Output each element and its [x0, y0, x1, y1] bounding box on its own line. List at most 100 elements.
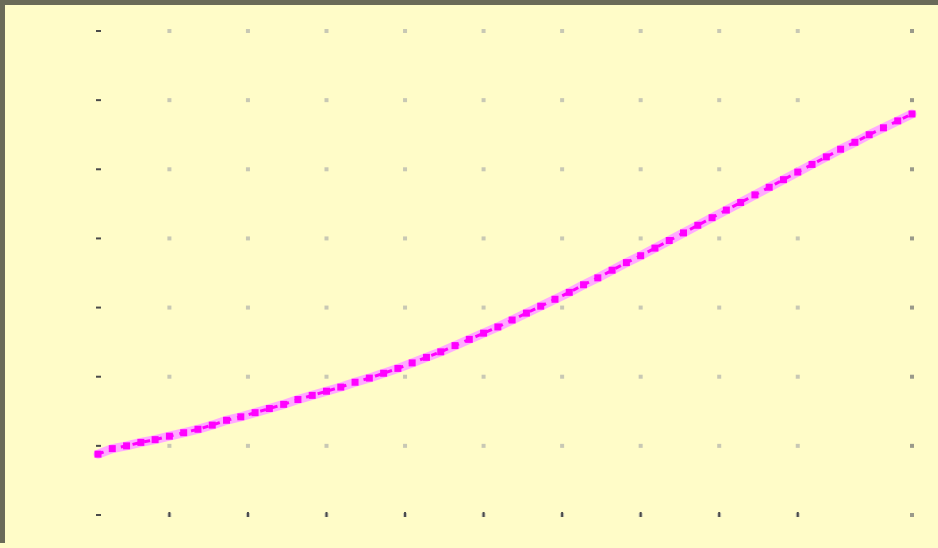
grid-dot [717, 443, 722, 448]
grid-dot [795, 98, 800, 103]
grid-dot [245, 443, 250, 448]
grid-dot [560, 374, 565, 379]
data-point [451, 342, 459, 350]
data-point [480, 329, 488, 337]
data-point [537, 302, 545, 310]
grid-dot [481, 167, 486, 172]
grid-dot [403, 98, 408, 103]
series-line-halo [93, 109, 917, 459]
data-point [223, 416, 231, 424]
grid-dot [481, 374, 486, 379]
grid-dot [481, 305, 486, 310]
grid-dot [481, 98, 486, 103]
grid-dot-edge [910, 167, 914, 172]
data-point [808, 160, 816, 168]
grid-dot [638, 374, 643, 379]
grid-dot-edge [910, 513, 914, 517]
data-point [822, 153, 830, 161]
grid-dot [560, 236, 565, 241]
data-point [380, 369, 388, 377]
data-point [494, 323, 502, 331]
data-point [394, 364, 402, 372]
grid-dot [560, 167, 565, 172]
grid-dot [638, 29, 643, 33]
data-point [265, 405, 273, 413]
data-point [280, 400, 288, 408]
grid-dot [324, 236, 329, 241]
grid-dot [560, 305, 565, 310]
data-point [308, 391, 316, 399]
grid-dot [167, 305, 172, 310]
grid-dot [403, 374, 408, 379]
data-point [337, 383, 345, 391]
grid-dot [638, 236, 643, 241]
data-point [637, 252, 645, 260]
grid-dot-edge [910, 98, 914, 103]
data-point [251, 409, 259, 417]
grid-dot [717, 167, 722, 172]
data-point [594, 274, 602, 282]
grid-dot [560, 29, 565, 33]
grid-dot [324, 305, 329, 310]
data-point [437, 348, 445, 356]
data-point [522, 309, 530, 317]
data-point [751, 191, 759, 199]
grid-dot [717, 374, 722, 379]
grid-dot [324, 374, 329, 379]
grid-dot-edge [910, 29, 914, 33]
data-point [779, 176, 787, 184]
grid-dot [560, 98, 565, 103]
grid-dot-edge [910, 374, 914, 379]
grid-dot [795, 374, 800, 379]
data-point [565, 288, 573, 296]
data-point [680, 229, 688, 237]
grid-dot [167, 167, 172, 172]
grid-dot [245, 167, 250, 172]
grid-dot [245, 236, 250, 241]
grid-dot [245, 98, 250, 103]
grid-dot [795, 29, 800, 33]
grid-dot [167, 374, 172, 379]
grid-dot [795, 236, 800, 241]
data-point [322, 387, 330, 395]
data-point [294, 396, 302, 404]
grid-dot [324, 443, 329, 448]
data-point [580, 281, 588, 289]
grid-dot-edge [910, 443, 914, 448]
data-point [194, 425, 202, 433]
data-point [694, 221, 702, 229]
grid-dot [481, 29, 486, 33]
grid-dot [324, 29, 329, 33]
grid-dot [403, 305, 408, 310]
grid-dot [403, 29, 408, 33]
line-chart [93, 29, 917, 517]
data-point [508, 316, 516, 324]
grid-dot [167, 98, 172, 103]
grid-dot [167, 29, 172, 33]
data-point [151, 436, 159, 444]
data-point [865, 131, 873, 139]
data-point [665, 237, 673, 245]
data-point [165, 432, 173, 440]
data-point [408, 359, 416, 367]
grid-dot [324, 98, 329, 103]
data-point [351, 378, 359, 386]
grid-dot [245, 29, 250, 33]
grid-dot [403, 443, 408, 448]
grid-dot [717, 98, 722, 103]
data-point [208, 421, 216, 429]
grid-layer [167, 29, 914, 517]
data-point [622, 259, 630, 267]
grid-dot-edge [910, 236, 914, 241]
data-point [765, 183, 773, 191]
data-point [722, 206, 730, 214]
data-point [708, 214, 716, 222]
grid-dot [560, 443, 565, 448]
grid-dot [717, 29, 722, 33]
grid-dot [245, 305, 250, 310]
data-point [237, 413, 245, 421]
grid-dot [167, 443, 172, 448]
grid-dot [481, 443, 486, 448]
data-point [422, 353, 430, 361]
